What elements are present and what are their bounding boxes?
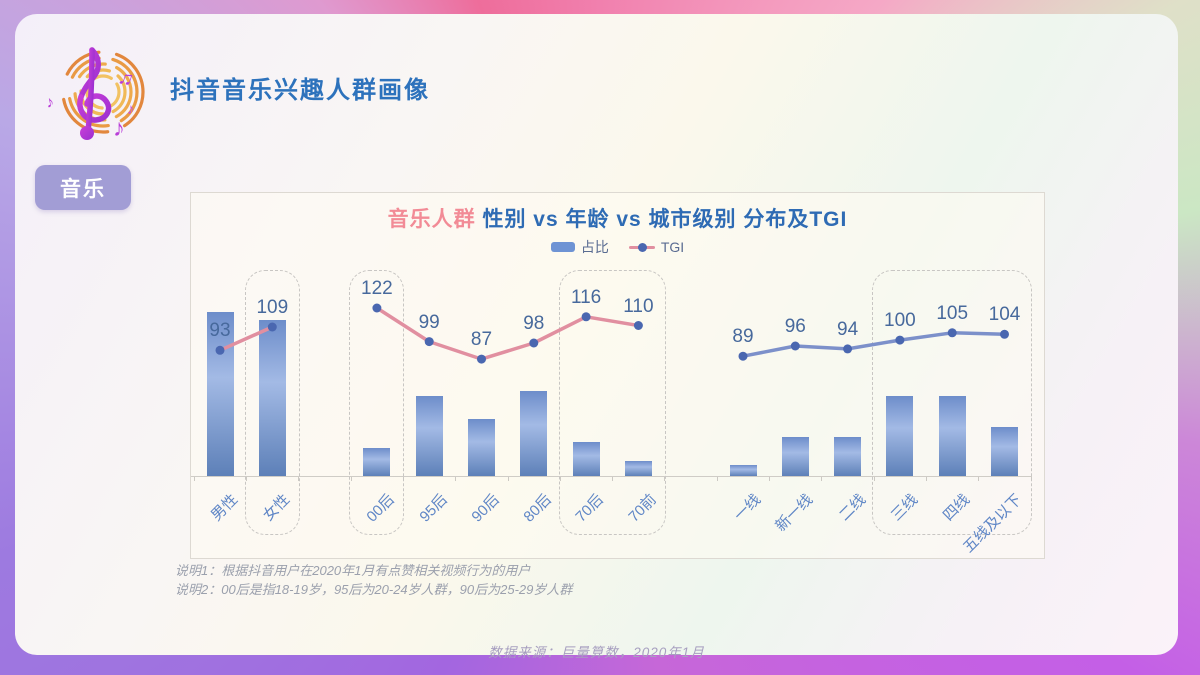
- tgi-dot: [843, 344, 853, 354]
- tgi-dot: [372, 303, 382, 313]
- tgi-value-label: 99: [418, 311, 440, 333]
- tgi-value-label: 93: [209, 320, 231, 342]
- bar: [206, 312, 234, 476]
- tgi-value-label: 89: [732, 326, 754, 348]
- axis-tick: [507, 477, 509, 481]
- bar: [886, 396, 914, 476]
- bar: [415, 396, 443, 476]
- tgi-dot: [633, 321, 643, 330]
- bar: [938, 396, 966, 476]
- tgi-lines: [215, 303, 1009, 364]
- axis-tick: [612, 477, 614, 481]
- axis-tick: [769, 477, 770, 481]
- axis-tick: [873, 477, 875, 481]
- tgi-line: [741, 331, 1007, 358]
- x-axis: [191, 476, 1032, 477]
- chart-legend: 占比 TGI: [191, 237, 1044, 257]
- tgi-dot: [529, 338, 539, 348]
- line-swatch-icon: [628, 242, 655, 252]
- tgi-value-label: 104: [988, 304, 1021, 326]
- axis-tick: [559, 477, 561, 481]
- tgi-value-label: 122: [361, 278, 393, 299]
- bar: [363, 448, 391, 476]
- tgi-value-label: 110: [623, 295, 654, 317]
- svg-text:♫: ♫: [115, 66, 136, 92]
- tgi-value-label: 109: [256, 296, 289, 318]
- tgi-value-label: 98: [523, 313, 545, 335]
- tab-music[interactable]: 音乐: [35, 165, 131, 210]
- bar: [468, 419, 495, 476]
- chart-title-rest: 性别 vs 年龄 vs 城市级别 分布及TGI: [475, 208, 848, 231]
- legend-item-share: 占比: [550, 237, 609, 257]
- chart-title-highlight: 音乐人群: [387, 208, 476, 231]
- highlight-box: [349, 270, 405, 535]
- tgi-dot: [1000, 329, 1009, 339]
- axis-tick: [350, 477, 352, 481]
- tgi-dot: [267, 322, 277, 332]
- tgi-dot: [895, 335, 905, 345]
- svg-text:♪: ♪: [127, 101, 135, 118]
- chart-panel: 音乐人群 性别 vs 年龄 vs 城市级别 分布及TGI 占比 TGI 男性 93…: [190, 192, 1045, 559]
- bar: [258, 320, 286, 476]
- legend-item-tgi: TGI: [628, 239, 685, 255]
- chart-area: 男性 93 女性 109 00后 122 95后 99 90后 87 80后 98 70后 116 70前 1…: [191, 193, 1046, 560]
- svg-text:♪: ♪: [113, 115, 125, 142]
- page-title: 抖音音乐兴趣人群画像: [170, 77, 430, 104]
- tgi-dot: [738, 351, 748, 361]
- tab-music-label: 音乐: [60, 177, 106, 201]
- axis-tick: [978, 477, 980, 481]
- bar: [834, 437, 862, 476]
- highlight-box: [872, 270, 1032, 535]
- tgi-dot: [581, 312, 591, 322]
- bar: [781, 437, 809, 476]
- tgi-value-label: 96: [784, 315, 806, 337]
- tgi-value-label: 105: [936, 302, 969, 324]
- tgi-value-label: 87: [470, 329, 493, 351]
- footnote-2: 说明2：00后是指18-19岁，95后为20-24岁人群，90后为25-29岁人…: [175, 582, 573, 597]
- axis-tick: [821, 477, 823, 481]
- svg-text:♪: ♪: [45, 94, 56, 112]
- data-source: 数据来源：巨量算数，2020年1月: [488, 645, 705, 660]
- axis-tick: [246, 477, 247, 481]
- chart-title: 音乐人群 性别 vs 年龄 vs 城市级别 分布及TGI: [191, 203, 1044, 233]
- axis-tick: [925, 477, 927, 481]
- tgi-value-label: 116: [570, 286, 602, 308]
- bar: [729, 465, 757, 476]
- tgi-dot: [947, 328, 957, 338]
- bar: [520, 391, 548, 476]
- tgi-line: [218, 325, 275, 353]
- axis-tick: [193, 477, 195, 481]
- content-card: ♫ ♪ ♪ ♪ 抖音音乐兴趣人群画像 音乐 音乐人群 性别 vs 年龄 vs 城…: [15, 14, 1178, 660]
- tgi-dot: [215, 345, 225, 355]
- axis-tick: [716, 477, 718, 481]
- tgi-value-label: 100: [884, 310, 916, 332]
- highlight-box: [244, 270, 300, 535]
- tgi-line: [375, 306, 641, 361]
- bar-swatch-icon: [550, 242, 575, 252]
- footnote-1: 说明1：根据抖音用户在2020年1月有点赞相关视频行为的用户: [175, 563, 531, 578]
- tgi-dot: [790, 341, 800, 351]
- bar: [572, 442, 600, 476]
- footnotes: 说明1：根据抖音用户在2020年1月有点赞相关视频行为的用户 说明2：00后是指…: [175, 561, 572, 599]
- tgi-value-label: 94: [837, 318, 859, 340]
- legend-share-label: 占比: [580, 239, 609, 255]
- bar: [624, 461, 652, 476]
- bar: [991, 427, 1018, 476]
- tgi-dot: [477, 354, 486, 364]
- highlight-box: [558, 270, 666, 535]
- axis-tick: [455, 477, 457, 481]
- music-logo-icon: ♫ ♪ ♪ ♪: [45, 47, 145, 142]
- legend-tgi-label: TGI: [660, 239, 685, 255]
- tgi-dot: [424, 337, 434, 347]
